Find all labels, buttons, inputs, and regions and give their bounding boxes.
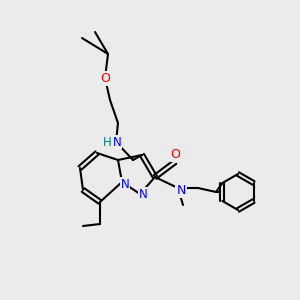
Text: O: O (170, 148, 180, 160)
Text: N: N (176, 184, 186, 196)
Text: N: N (112, 136, 122, 148)
Text: H: H (103, 136, 111, 148)
Text: O: O (100, 71, 110, 85)
Text: N: N (139, 188, 147, 200)
Text: N: N (121, 178, 129, 190)
